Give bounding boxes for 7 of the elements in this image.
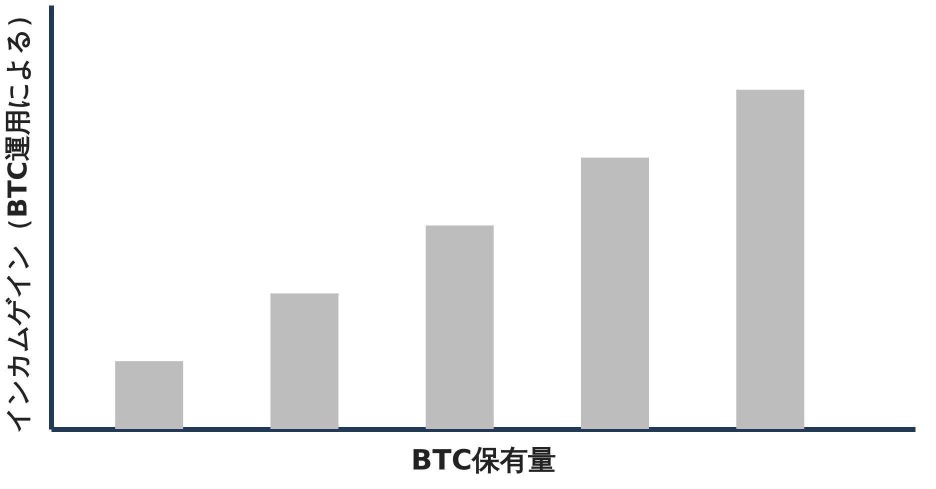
bar (736, 90, 804, 429)
bar (580, 158, 649, 429)
bar (270, 293, 338, 429)
bar (426, 225, 494, 429)
y-axis-title: インカムゲイン（BTC運用による） (4, 2, 34, 433)
bar (115, 361, 184, 429)
x-axis-title: BTC保有量 (411, 444, 556, 476)
